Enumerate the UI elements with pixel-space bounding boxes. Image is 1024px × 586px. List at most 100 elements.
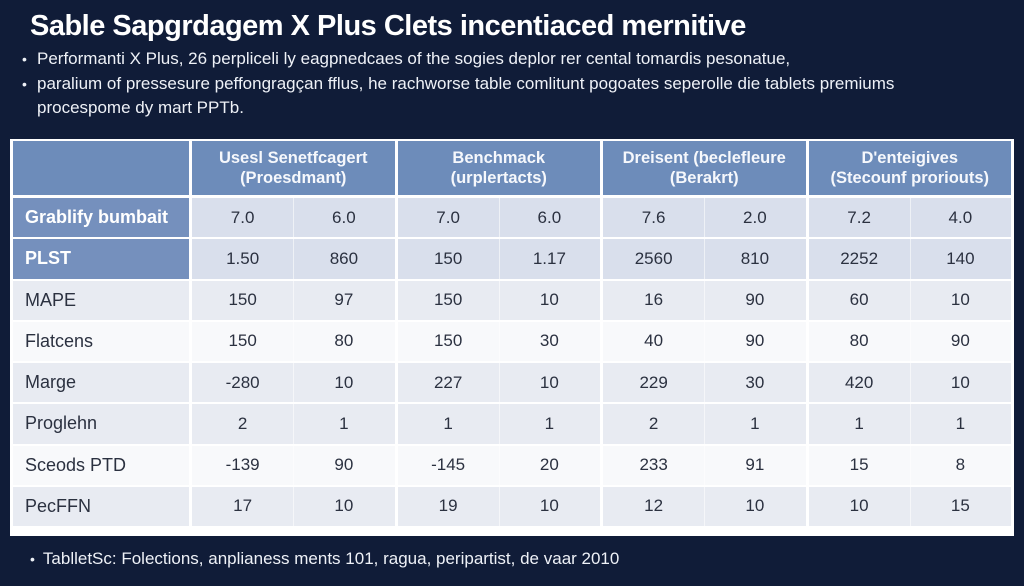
slide: Sable Sapgrdagem X Plus Clets incentiace…	[0, 10, 1024, 568]
cell-value: 10	[293, 363, 394, 402]
cell-value: 810	[704, 239, 805, 278]
row-group-3: 229 30	[603, 363, 806, 403]
cell-value: 1.50	[226, 248, 260, 268]
row-group-4: 80 90	[808, 321, 1011, 361]
column-header-3: Dreisent (beclefleure (Berakrt)	[603, 141, 806, 195]
column-header-line: D'enteigives	[861, 149, 959, 167]
row-group-3: 7.6 2.0	[603, 198, 806, 238]
cell-value: 2.0	[704, 198, 805, 237]
table-row: Sceods PTD -139 90 -145 20 233 91 15 8	[13, 445, 1011, 485]
row-group-3: 12 10	[603, 486, 806, 526]
table-row: PLST 1.50 860 150 1.17 2560 810 2252 140	[13, 239, 1011, 279]
cell-value: 10	[499, 281, 600, 320]
row-group-3: 2560 810	[603, 239, 806, 279]
cell-value: -145	[431, 455, 466, 475]
cell-value: 150	[433, 248, 463, 268]
row-group-1: -280 10	[192, 363, 395, 403]
table-row: PecFFN 17 10 19 10 12 10 10 15	[13, 486, 1011, 526]
cell-value: 20	[499, 446, 600, 485]
cell-value: 150	[228, 290, 257, 310]
cell-value: 860	[293, 239, 394, 278]
cell-value: 97	[293, 281, 394, 320]
row-label: Grablify bumbait	[13, 198, 189, 238]
cell-value: 6.0	[499, 198, 600, 237]
cell-value: 60	[849, 290, 869, 310]
cell-value: 229	[639, 372, 668, 392]
cell-value: 40	[644, 331, 664, 351]
row-label: Flatcens	[13, 321, 189, 361]
row-label: MAPE	[13, 280, 189, 320]
cell-value: 10	[499, 363, 600, 402]
bullet-icon: •	[30, 551, 35, 567]
cell-value: 16	[644, 290, 664, 310]
cell-value: 1	[443, 413, 453, 433]
cell-value: 7.2	[847, 207, 871, 227]
column-header-line: (Berakrt)	[669, 169, 739, 187]
cell-value: 15	[910, 487, 1011, 526]
row-group-4: 15 8	[808, 445, 1011, 485]
cell-value: 233	[639, 455, 668, 475]
cell-value: 1	[704, 404, 805, 443]
cell-value: 1	[854, 413, 864, 433]
cell-value: 10	[704, 487, 805, 526]
row-group-2: 7.0 6.0	[397, 198, 600, 238]
cell-value: 10	[293, 487, 394, 526]
row-label: Marge	[13, 363, 189, 403]
cell-value: 15	[849, 455, 869, 475]
column-header-2: Benchmack (urplertacts)	[397, 141, 600, 195]
cell-value: 227	[433, 372, 463, 392]
cell-value: 90	[910, 322, 1011, 361]
cell-value: 7.0	[436, 207, 460, 227]
row-group-2: 150 1.17	[397, 239, 600, 279]
footnote-text: TablletSc: Folections, anplianess ments …	[42, 549, 620, 568]
cell-value: 30	[704, 363, 805, 402]
row-group-3: 16 90	[603, 280, 806, 320]
page-title: Sable Sapgrdagem X Plus Clets incentiace…	[30, 10, 746, 42]
footnote: • TablletSc: Folections, anplianess ments…	[30, 549, 619, 569]
row-group-4: 420 10	[808, 363, 1011, 403]
cell-value: -139	[225, 455, 260, 475]
cell-value: -280	[225, 372, 260, 392]
row-label: PecFFN	[13, 486, 189, 526]
cell-value: 10	[499, 487, 600, 526]
cell-value: 12	[644, 496, 664, 516]
row-group-2: 150 10	[397, 280, 600, 320]
row-group-3: 40 90	[603, 321, 806, 361]
cell-value: 10	[910, 363, 1011, 402]
cell-value: 420	[844, 372, 874, 392]
intro-bullets: Performanti X Plus, 26 perpliceli ly eag…	[22, 47, 927, 120]
cell-value: 140	[910, 239, 1011, 278]
row-label: Proglehn	[13, 404, 189, 444]
table-row: Marge -280 10 227 10 229 30 420 10	[13, 363, 1011, 403]
column-header-line: (Stecounf proriouts)	[830, 169, 990, 187]
cell-value: 1.17	[499, 239, 600, 278]
bullet-item: paralium of pressesure peffongragçan ffl…	[22, 72, 927, 120]
cell-value: 80	[849, 331, 869, 351]
row-group-1: 150 97	[192, 280, 395, 320]
cell-value: 8	[910, 446, 1011, 485]
table-row: MAPE 150 97 150 10 16 90 60 10	[13, 280, 1011, 320]
cell-value: 2	[648, 413, 659, 433]
cell-value: 1	[293, 404, 394, 443]
corner-cell	[13, 141, 189, 195]
cell-value: 80	[293, 322, 394, 361]
cell-value: 1	[499, 404, 600, 443]
cell-value: 10	[910, 281, 1011, 320]
row-group-4: 60 10	[808, 280, 1011, 320]
table-row: Flatcens 150 80 150 30 40 90 80 90	[13, 321, 1011, 361]
row-group-4: 2252 140	[808, 239, 1011, 279]
column-header-1: Usesl Senetfcagert (Proesdmant)	[192, 141, 395, 195]
cell-value: 10	[849, 496, 869, 516]
cell-value: 2	[237, 413, 248, 433]
column-header-line: (Proesdmant)	[240, 169, 347, 187]
cell-value: 150	[433, 290, 463, 310]
row-group-2: 19 10	[397, 486, 600, 526]
row-group-2: -145 20	[397, 445, 600, 485]
column-header-4: D'enteigives (Stecounf proriouts)	[808, 141, 1011, 195]
cell-value: 4.0	[910, 198, 1011, 237]
cell-value: 2252	[840, 248, 879, 268]
cell-value: 90	[704, 322, 805, 361]
